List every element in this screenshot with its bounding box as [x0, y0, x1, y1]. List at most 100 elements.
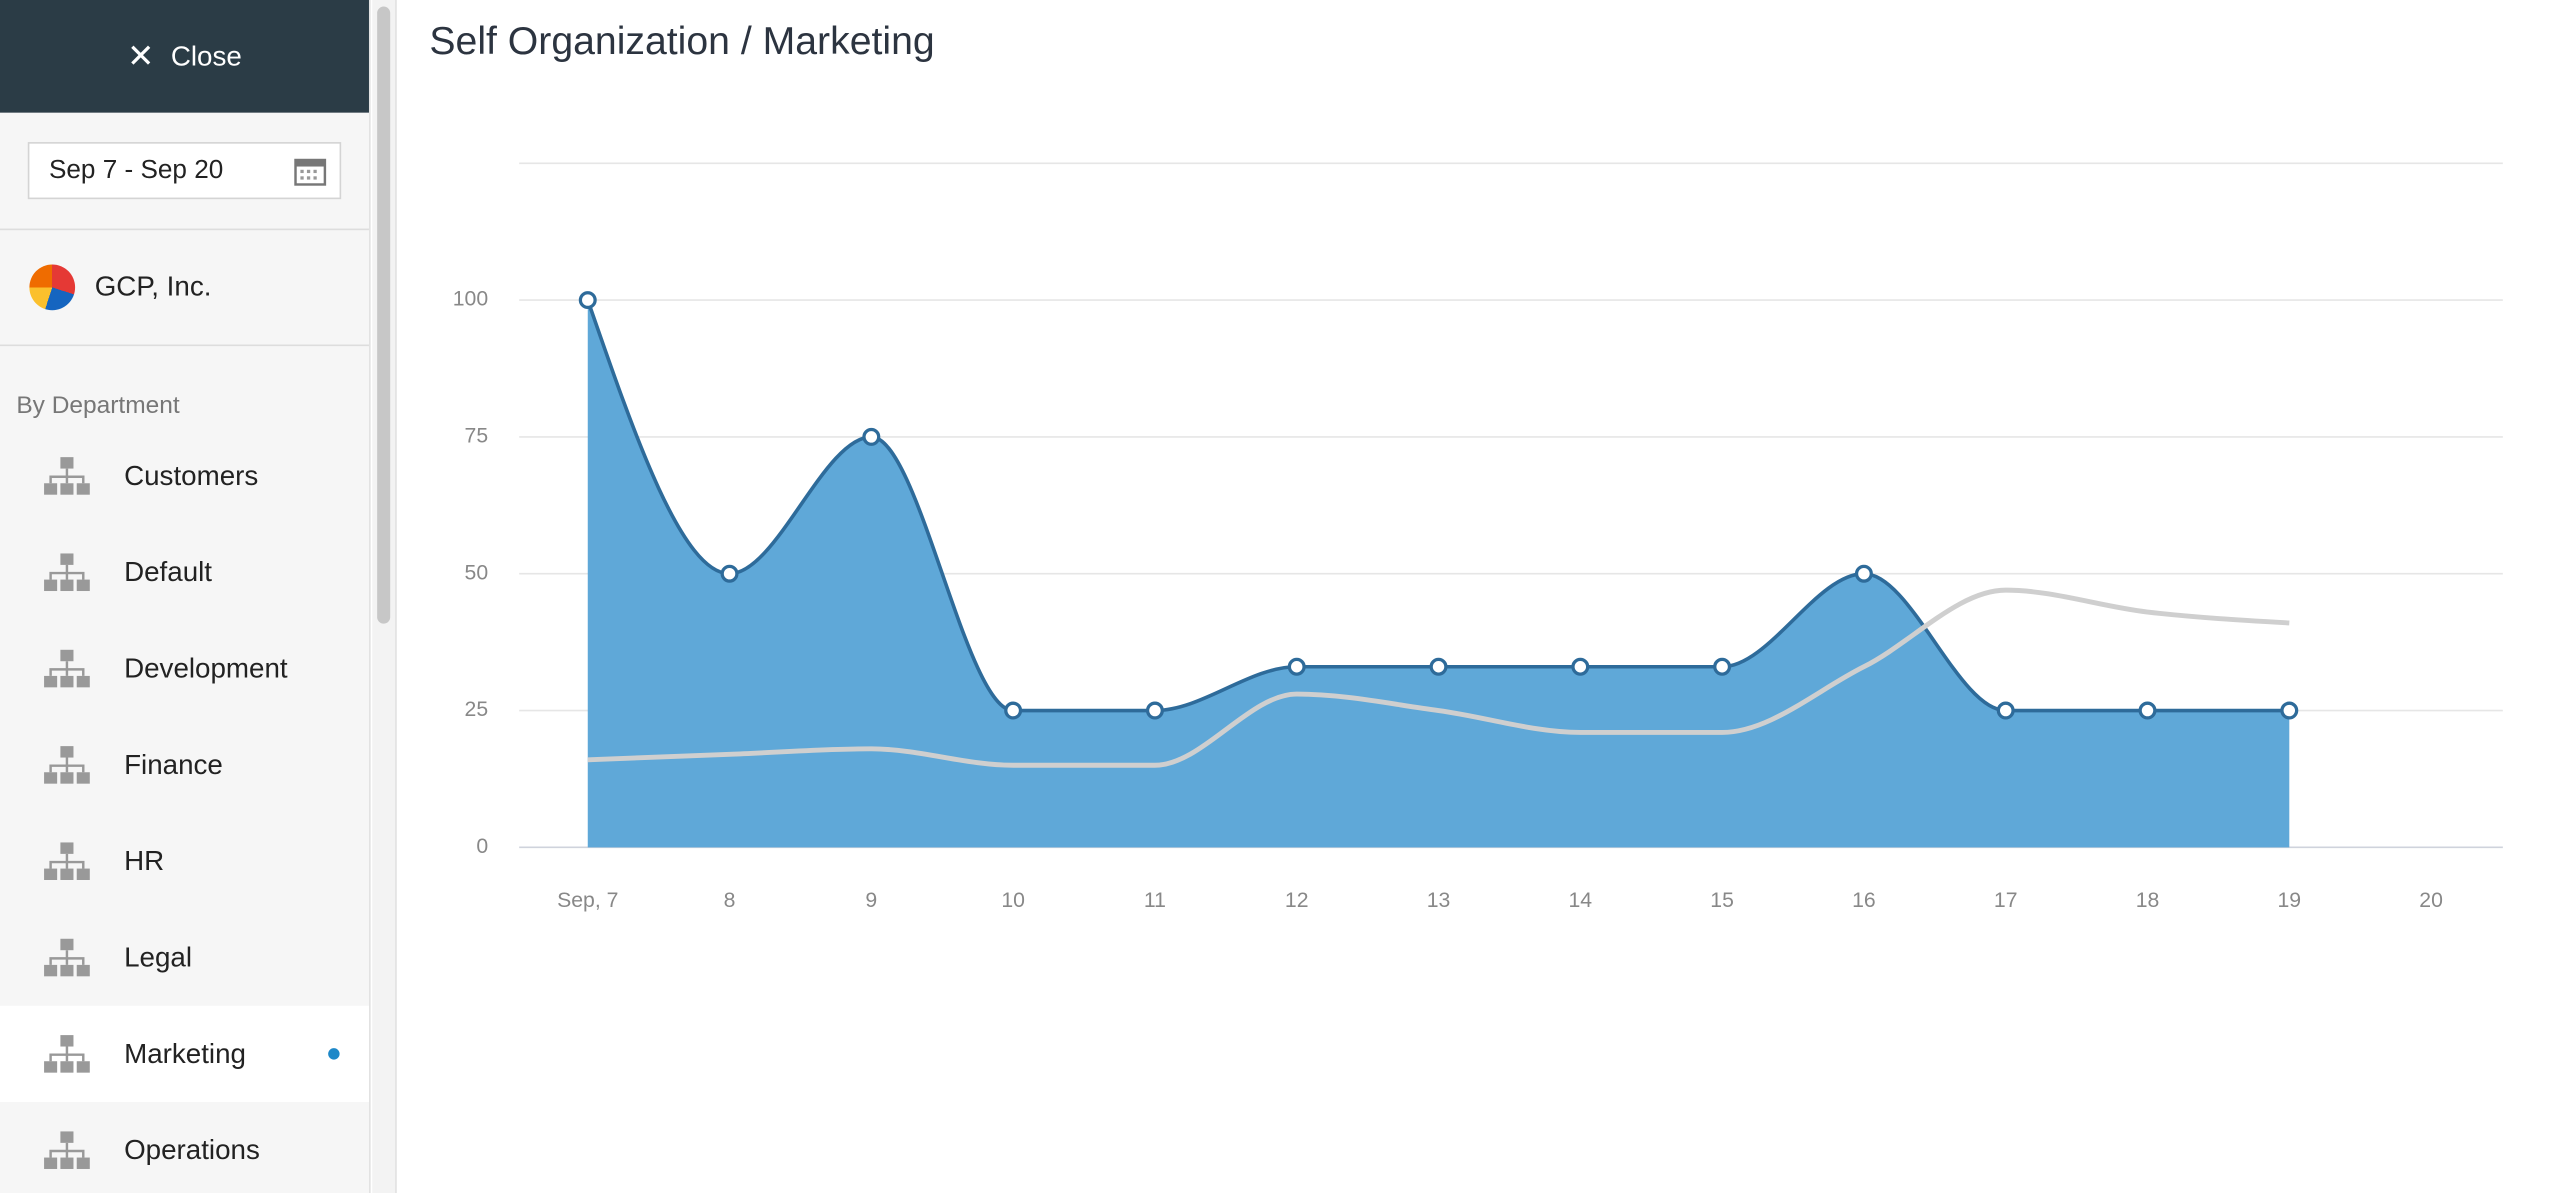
data-point	[862, 427, 881, 446]
x-tick-label: 17	[1994, 889, 2018, 912]
icon-link	[49, 467, 85, 483]
x-tick-label: 20	[2419, 889, 2443, 912]
selected-dot	[328, 1048, 340, 1060]
y-tick-label: 75	[465, 425, 489, 448]
department-item[interactable]: Customers	[0, 428, 369, 524]
icon-node	[60, 648, 74, 661]
data-point	[720, 564, 739, 583]
department-label: Finance	[124, 748, 223, 780]
department-label: Default	[124, 555, 213, 587]
department-label: Customers	[124, 459, 259, 491]
department-item[interactable]: Operations	[0, 1102, 369, 1193]
company-logo	[29, 264, 76, 311]
department-item[interactable]: Marketing	[0, 1005, 369, 1103]
icon-node	[44, 1060, 58, 1072]
icon-node	[60, 1130, 74, 1143]
icon-link	[49, 1045, 85, 1061]
close-button[interactable]: ✕ Close	[0, 0, 369, 113]
icon-node	[44, 482, 58, 494]
calendar-icon	[294, 158, 327, 186]
page-title: Self Organization / Marketing	[429, 19, 935, 64]
department-item[interactable]: Default	[0, 524, 369, 620]
data-point	[1713, 657, 1732, 676]
department-item[interactable]: Legal	[0, 909, 369, 1005]
data-point	[1287, 657, 1306, 676]
department-list: Customers Default Development Finance HR Lega…	[0, 428, 369, 1193]
icon-node	[76, 1156, 90, 1169]
icon-link	[49, 853, 85, 868]
x-tick-label: 14	[1569, 889, 1593, 912]
department-icon	[44, 1130, 90, 1169]
x-tick-label: 13	[1427, 889, 1451, 912]
icon-node	[76, 964, 90, 976]
department-icon	[44, 745, 90, 783]
x-tick-label: 16	[1852, 889, 1876, 912]
icon-link	[49, 1142, 85, 1157]
x-tick-label: Sep, 7	[557, 889, 618, 912]
department-label: HR	[124, 844, 165, 876]
icon-node	[76, 675, 90, 687]
icon-node	[76, 771, 90, 783]
department-item[interactable]: Development	[0, 620, 369, 716]
icon-node	[44, 578, 58, 591]
icon-node	[76, 578, 90, 591]
icon-link	[49, 949, 85, 965]
department-label: Operations	[124, 1133, 260, 1165]
data-point	[1145, 701, 1164, 720]
close-icon: ✕	[127, 39, 155, 76]
icon-node	[44, 1156, 58, 1169]
data-point	[1004, 701, 1023, 720]
department-item[interactable]: HR	[0, 813, 369, 909]
x-tick-label: 15	[1710, 889, 1734, 912]
divider	[0, 228, 369, 231]
icon-node	[60, 578, 74, 591]
department-label: Marketing	[124, 1037, 246, 1069]
x-tick-label: 11	[1144, 889, 1166, 912]
icon-node	[44, 964, 58, 976]
icon-node	[60, 867, 74, 880]
line	[587, 587, 2290, 768]
x-tick-label: 19	[2277, 889, 2301, 912]
icon-node	[60, 552, 74, 565]
department-icon	[44, 937, 90, 976]
department-icon	[44, 841, 90, 880]
data-point	[1571, 657, 1590, 676]
close-label: Close	[170, 39, 242, 72]
icon-link	[49, 564, 85, 579]
data-point	[578, 291, 597, 310]
icon-node	[60, 482, 74, 494]
date-range-input[interactable]: Sep 7 - Sep 20	[27, 142, 342, 200]
icon-node	[44, 675, 58, 687]
icon-node	[76, 867, 90, 880]
data-point	[2138, 701, 2157, 720]
icon-node	[60, 675, 74, 687]
x-tick-label: 10	[1001, 889, 1025, 912]
icon-node	[60, 964, 74, 976]
chart: 0 25 50 75 100 Sep, 7 8 9 10 11 12 13 14 15 16 17 18 19 20	[453, 162, 2503, 912]
data-point	[1429, 657, 1448, 676]
icon-node	[60, 456, 74, 468]
department-icon	[44, 552, 90, 591]
y-tick-label: 0	[476, 835, 488, 858]
scrollbar[interactable]	[372, 0, 397, 1193]
data-point	[1996, 701, 2015, 720]
sidebar: ✕ Close Sep 7 - Sep 20 GCP, Inc. By Depar…	[0, 0, 371, 1193]
x-tick-label: 18	[2136, 889, 2160, 912]
department-label: Legal	[124, 941, 193, 973]
data-point	[2280, 701, 2299, 720]
department-label: Development	[124, 652, 288, 684]
y-tick-label: 100	[453, 288, 488, 311]
icon-node	[76, 1060, 90, 1072]
data-point	[1854, 564, 1873, 583]
department-item[interactable]: Finance	[0, 717, 369, 813]
icon-node	[60, 937, 74, 950]
icon-node	[60, 1156, 74, 1169]
scroll-thumb[interactable]	[377, 6, 391, 624]
icon-node	[60, 745, 74, 757]
section-label: By Department	[16, 391, 180, 420]
icon-node	[60, 841, 74, 854]
department-icon	[44, 456, 90, 494]
icon-node	[44, 771, 58, 783]
icon-link	[49, 660, 85, 676]
